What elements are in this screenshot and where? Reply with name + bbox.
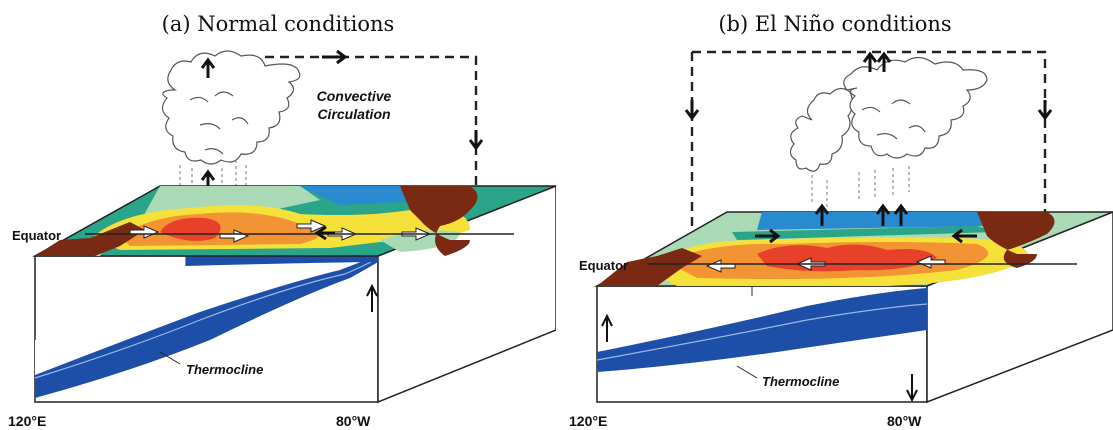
panel-normal-conditions: (a) Normal conditions Convective Circula… [0, 0, 556, 430]
thermocline-water [35, 256, 378, 376]
land-west [35, 222, 145, 256]
rain-streaks [811, 166, 910, 208]
wind-arrow-icon [915, 255, 946, 269]
arrow-up-icon [601, 313, 613, 342]
wind-arrow-icon [219, 229, 250, 243]
land-east [400, 186, 478, 256]
arrow-down-icon [684, 100, 700, 121]
arrow-up-icon [366, 283, 378, 312]
arrow-up-icon [814, 203, 830, 226]
arrow-down-icon [906, 374, 918, 403]
arrow-up-icon [862, 51, 878, 72]
thermocline-label: Thermocline [186, 362, 263, 377]
panel-title: (a) Normal conditions [161, 12, 395, 36]
convective-cloud [789, 56, 988, 172]
arrow-right-icon [322, 49, 348, 65]
arrow-up-icon [200, 57, 216, 78]
arrow-down-icon [468, 130, 484, 151]
right-longitude-label: 80°W [336, 413, 371, 429]
ocean-block [32, 185, 556, 404]
arrow-up-icon [875, 203, 891, 226]
land-west [597, 248, 702, 286]
arrow-up-icon [893, 203, 909, 226]
panel-title: (b) El Niño conditions [718, 12, 952, 36]
equator-label: Equator [579, 258, 628, 273]
ocean-block [594, 203, 1113, 404]
left-longitude-label: 120°E [569, 413, 607, 429]
el-nino-conditions-diagram: Equator Thermocline 120°E 80°W [569, 50, 1113, 429]
land-east [977, 212, 1055, 268]
convective-cloud [161, 50, 301, 165]
circulation-label-line2: Circulation [317, 106, 390, 122]
arrow-up-icon [876, 51, 892, 72]
wind-arrow-icon [296, 219, 327, 233]
arrow-down-icon [1037, 100, 1053, 121]
circulation-label-line1: Convective [317, 88, 392, 104]
equator-label: Equator [12, 228, 61, 243]
left-longitude-label: 120°E [8, 413, 46, 429]
arrow-right-icon [755, 228, 781, 244]
wind-arrow-icon [129, 225, 160, 239]
arrow-left-icon [951, 228, 977, 244]
thermocline-label: Thermocline [762, 374, 839, 389]
right-longitude-label: 80°W [887, 413, 922, 429]
thermocline-water [597, 288, 927, 372]
wind-arrow-icon [705, 259, 736, 273]
arrow-left-icon [314, 225, 335, 241]
normal-conditions-diagram: Convective Circulation [8, 49, 556, 429]
panel-el-nino-conditions: (b) El Niño conditions [557, 0, 1113, 430]
